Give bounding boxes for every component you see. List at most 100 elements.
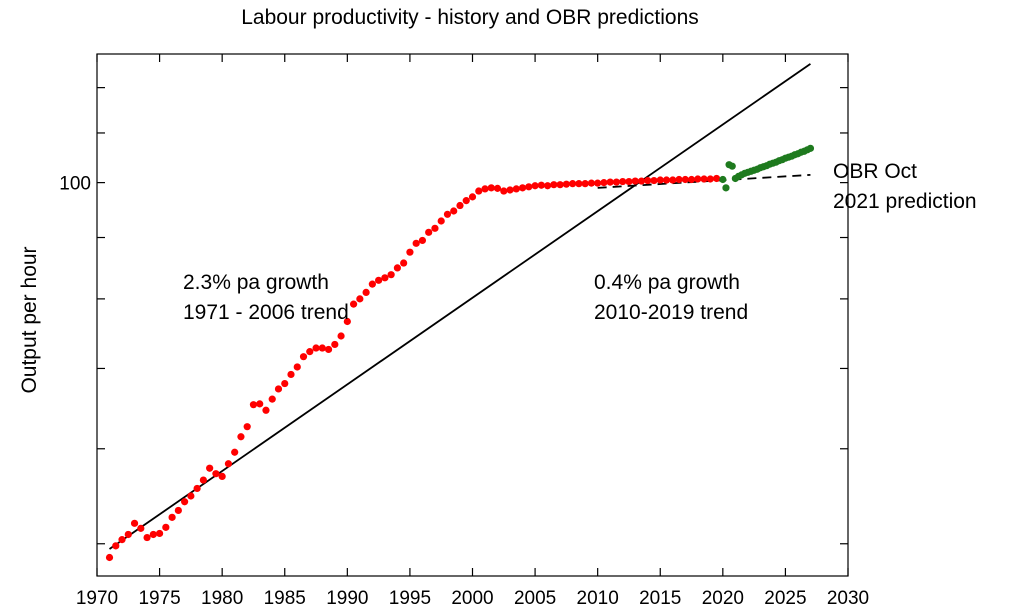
history-point bbox=[594, 179, 602, 187]
history-point bbox=[356, 295, 364, 303]
x-tick-label: 2030 bbox=[827, 588, 869, 609]
history-point bbox=[468, 193, 477, 201]
history-point bbox=[112, 542, 120, 550]
history-point bbox=[118, 536, 126, 544]
y-axis-label: Output per hour bbox=[18, 246, 41, 394]
history-point bbox=[162, 523, 170, 531]
history-point bbox=[625, 177, 633, 186]
history-point bbox=[324, 345, 333, 354]
history-point bbox=[299, 353, 308, 361]
x-tick-label: 1990 bbox=[326, 588, 368, 609]
history-point bbox=[687, 175, 696, 184]
history-point bbox=[199, 476, 207, 484]
history-point bbox=[393, 264, 401, 272]
history-point bbox=[287, 370, 295, 379]
history-point bbox=[137, 524, 145, 532]
x-tick-label: 1995 bbox=[389, 588, 431, 609]
history-point bbox=[425, 228, 433, 236]
history-point bbox=[612, 178, 621, 186]
history-point bbox=[268, 395, 276, 403]
history-point bbox=[662, 176, 671, 184]
history-point bbox=[387, 271, 395, 279]
history-point bbox=[562, 180, 570, 188]
y-axis-ticks: 100 bbox=[59, 87, 848, 545]
history-point bbox=[375, 276, 383, 284]
annotation-obr-line2: 2021 prediction bbox=[833, 190, 977, 213]
history-point bbox=[293, 363, 301, 371]
history-point bbox=[706, 175, 714, 183]
history-point bbox=[124, 530, 132, 539]
history-point bbox=[155, 529, 164, 538]
x-axis-ticks: 1970 1975 1980 1985 1990 1995 2000 2005 2010 2015… bbox=[76, 54, 869, 609]
x-tick-label: 2025 bbox=[764, 588, 806, 609]
history-point bbox=[431, 224, 439, 232]
y-tick-label: 100 bbox=[59, 174, 91, 195]
annotation-short-trend: 0.4% pa growth 2010-2019 trend bbox=[594, 268, 748, 328]
history-point bbox=[362, 288, 370, 297]
history-point bbox=[418, 236, 427, 245]
x-tick-label: 2020 bbox=[702, 588, 744, 609]
history-point bbox=[456, 201, 464, 210]
history-point bbox=[130, 519, 139, 527]
history-point bbox=[650, 176, 658, 185]
history-point bbox=[181, 498, 189, 506]
history-point bbox=[318, 344, 326, 352]
history-points bbox=[105, 174, 721, 562]
history-point bbox=[281, 379, 289, 388]
x-tick-label: 1980 bbox=[201, 588, 243, 609]
trend-line-1971-2006 bbox=[109, 63, 811, 550]
history-point bbox=[475, 187, 483, 195]
x-tick-label: 2005 bbox=[514, 588, 556, 609]
history-point bbox=[249, 401, 258, 409]
annotation-long-trend-line2: 1971 - 2006 trend bbox=[183, 301, 349, 324]
history-point bbox=[143, 533, 151, 542]
history-point bbox=[243, 423, 251, 431]
history-point bbox=[381, 274, 389, 282]
x-tick-label: 1970 bbox=[76, 588, 118, 609]
history-point bbox=[544, 182, 552, 190]
history-point bbox=[506, 186, 514, 194]
history-point bbox=[412, 239, 420, 247]
history-point bbox=[537, 181, 545, 189]
x-tick-label: 2015 bbox=[639, 588, 681, 609]
history-point bbox=[343, 317, 351, 326]
history-point bbox=[694, 175, 702, 183]
history-point bbox=[312, 344, 320, 352]
history-point bbox=[675, 175, 683, 184]
history-point bbox=[587, 179, 596, 187]
history-point bbox=[600, 179, 608, 187]
annotation-short-trend-line1: 0.4% pa growth bbox=[594, 271, 740, 294]
annotation-obr-line1: OBR Oct bbox=[833, 160, 918, 183]
history-point bbox=[149, 530, 157, 539]
history-point bbox=[450, 207, 458, 215]
history-point bbox=[368, 280, 376, 288]
history-point bbox=[581, 180, 589, 188]
chart-title: Labour productivity - history and OBR pr… bbox=[241, 6, 699, 29]
history-point bbox=[231, 448, 239, 456]
annotation-long-trend: 2.3% pa growth 1971 - 2006 trend bbox=[183, 268, 349, 328]
history-point bbox=[462, 197, 470, 205]
history-point bbox=[637, 177, 646, 185]
history-point bbox=[262, 406, 270, 414]
history-point bbox=[406, 248, 414, 256]
prediction-point bbox=[719, 175, 727, 184]
annotation-short-trend-line2: 2010-2019 trend bbox=[594, 301, 749, 324]
history-point bbox=[437, 217, 445, 225]
history-point bbox=[531, 182, 539, 190]
history-point bbox=[331, 340, 339, 349]
prediction-point bbox=[728, 162, 736, 170]
history-point bbox=[218, 472, 226, 481]
history-point bbox=[274, 385, 283, 393]
prediction-point bbox=[806, 144, 815, 152]
history-point bbox=[105, 553, 114, 562]
history-point bbox=[512, 185, 520, 193]
history-point bbox=[224, 460, 233, 468]
history-point bbox=[400, 259, 408, 267]
history-point bbox=[174, 506, 182, 515]
history-point bbox=[481, 185, 489, 193]
history-point bbox=[681, 175, 689, 184]
history-point bbox=[193, 484, 201, 493]
history-point bbox=[237, 433, 245, 441]
prediction-points bbox=[719, 144, 815, 192]
history-point bbox=[631, 177, 639, 185]
